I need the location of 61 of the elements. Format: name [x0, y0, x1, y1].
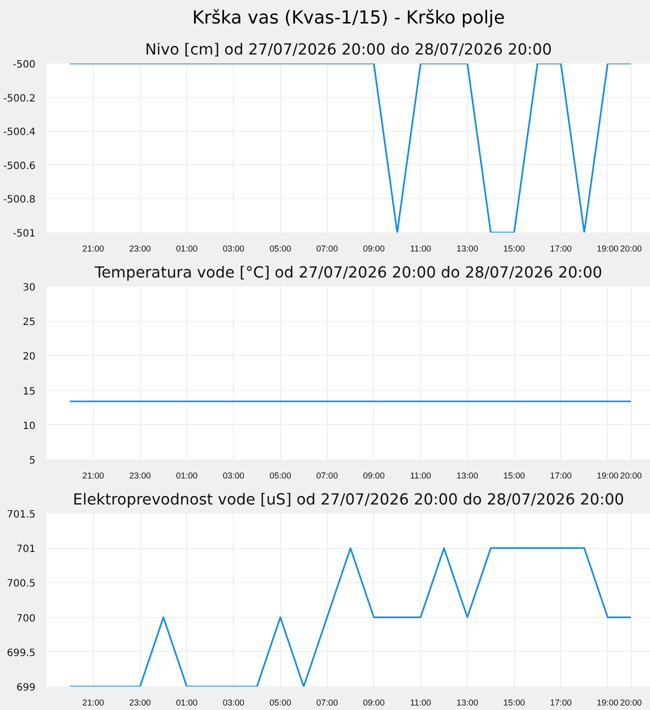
y-tick-label: 700 [16, 613, 36, 624]
x-tick-label: 11:00 [410, 470, 432, 480]
x-tick-label: 19:00 [596, 244, 619, 254]
x-tick-label: 05:00 [269, 470, 292, 480]
y-tick-label: 701.5 [6, 510, 36, 520]
x-tick-label: 23:00 [129, 244, 152, 254]
x-tick-label: 05:00 [269, 244, 292, 254]
y-tick-label: -500.8 [3, 194, 36, 206]
y-tick-label: 5 [29, 456, 36, 466]
x-tick-label: 17:00 [550, 244, 572, 254]
y-tick-label: 699.5 [6, 648, 36, 659]
x-tick-label: 09:00 [363, 470, 385, 480]
y-tick-label: -500 [12, 60, 36, 70]
x-tick-label: 21:00 [82, 470, 104, 480]
y-tick-label: 10 [22, 420, 36, 432]
x-tick-label: 23:00 [129, 698, 152, 708]
x-tick-label: 01:00 [176, 470, 198, 480]
x-tick-label: 19:00 [596, 698, 619, 708]
x-tick-label: 07:00 [316, 698, 338, 708]
y-tick-label: -501 [12, 228, 36, 240]
x-tick-label: 13:00 [456, 470, 478, 480]
x-tick-label: 09:00 [363, 698, 385, 708]
y-tick-label: 20 [22, 352, 36, 363]
x-tick-label: 03:00 [222, 698, 245, 708]
x-tick-label: 07:00 [316, 244, 338, 254]
x-tick-label: 01:00 [176, 698, 198, 708]
x-tick-label: 20:00 [620, 244, 642, 254]
x-tick-label: 21:00 [82, 244, 104, 254]
chart-subtitle: Temperatura vode [°C] od 27/07/2026 20:00 do 28/07/2026 20:00 [94, 264, 602, 282]
x-tick-label: 20:00 [620, 698, 642, 708]
y-tick-label: 15 [22, 386, 36, 398]
x-tick-label: 15:00 [503, 698, 526, 708]
y-tick-label: 30 [22, 282, 36, 294]
x-tick-label: 15:00 [503, 470, 526, 480]
x-tick-label: 07:00 [316, 470, 338, 480]
y-tick-label: -500.6 [3, 160, 36, 172]
x-tick-label: 11:00 [410, 244, 432, 254]
y-tick-label: -500.2 [3, 93, 36, 104]
y-tick-label: 699 [16, 682, 36, 694]
x-tick-label: 15:00 [503, 244, 526, 254]
x-tick-label: 01:00 [176, 244, 198, 254]
x-tick-label: 05:00 [269, 698, 292, 708]
x-tick-label: 17:00 [550, 698, 572, 708]
y-tick-label: 701 [16, 544, 36, 556]
x-tick-label: 17:00 [550, 470, 572, 480]
x-tick-label: 13:00 [456, 244, 478, 254]
chart-subtitle: Elektroprevodnost vode [uS] od 27/07/2026 20:00 do 28/07/2026 20:00 [72, 490, 624, 508]
y-tick-label: -500.4 [3, 127, 36, 138]
x-tick-label: 19:00 [596, 470, 619, 480]
x-tick-label: 21:00 [82, 698, 104, 708]
chart-title: Krška vas (Kvas-1/15) - Krško polje [192, 8, 505, 28]
chart-subtitle: Nivo [cm] od 27/07/2026 20:00 do 28/07/2026 20:00 [145, 40, 552, 58]
x-tick-label: 23:00 [129, 470, 152, 480]
x-tick-label: 13:00 [456, 698, 478, 708]
x-tick-label: 09:00 [363, 244, 385, 254]
x-tick-label: 20:00 [620, 470, 642, 480]
x-tick-label: 11:00 [410, 698, 432, 708]
y-tick-label: 25 [22, 317, 36, 328]
x-tick-label: 03:00 [222, 470, 245, 480]
x-tick-label: 03:00 [222, 244, 245, 254]
y-tick-label: 700.5 [6, 578, 36, 590]
